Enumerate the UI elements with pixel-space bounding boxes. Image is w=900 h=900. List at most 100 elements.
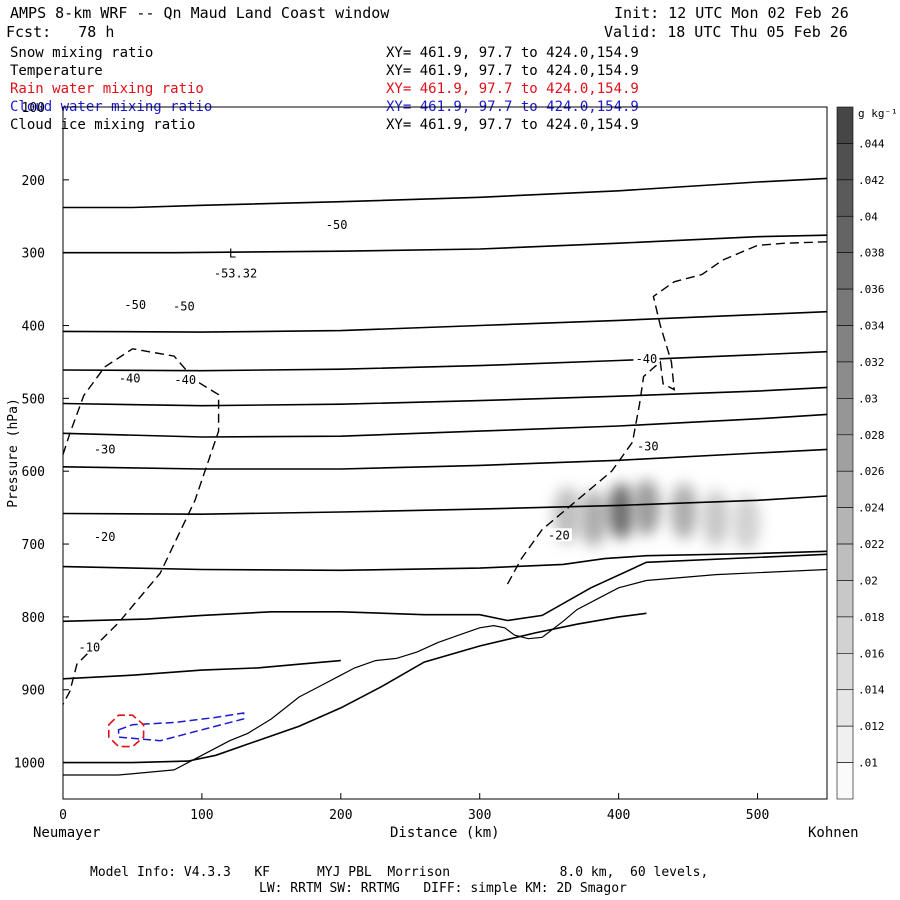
field-name-snow: Snow mixing ratio bbox=[10, 45, 154, 61]
contour-label-bg bbox=[323, 218, 350, 232]
colorbar-tick-label: .044 bbox=[858, 137, 885, 150]
colorbar-cell bbox=[836, 106, 854, 144]
ice-blob bbox=[607, 483, 636, 540]
field-xy-temperature: XY= 461.9, 97.7 to 424.0,154.9 bbox=[386, 63, 639, 79]
colorbar-cell bbox=[836, 470, 854, 508]
colorbar-tick-label: .034 bbox=[858, 320, 885, 333]
forecast-hour: Fcst: 78 h bbox=[6, 23, 115, 41]
field-name-temperature: Temperature bbox=[10, 63, 103, 79]
contour-label-bg bbox=[170, 299, 197, 313]
colorbar-tick-label: .036 bbox=[858, 283, 885, 296]
ice-blob bbox=[669, 483, 698, 540]
y-tick-label: 300 bbox=[22, 247, 45, 262]
colorbar-tick-label: .024 bbox=[858, 502, 885, 515]
field-name-rain: Rain water mixing ratio bbox=[10, 81, 204, 97]
y-tick-label: 900 bbox=[22, 684, 45, 699]
contour-label: -50 bbox=[173, 300, 195, 314]
y-tick-label: 500 bbox=[22, 392, 45, 407]
contour-label: -30 bbox=[637, 439, 659, 453]
snow-contour bbox=[62, 348, 220, 705]
colorbar-tick-label: .018 bbox=[858, 611, 885, 624]
contour-label-bg bbox=[122, 298, 149, 312]
colorbar-tick-label: .04 bbox=[858, 210, 878, 223]
isotherm-line bbox=[63, 234, 828, 254]
x-tick-label: 400 bbox=[607, 808, 630, 823]
cloud-ice-shading bbox=[553, 479, 761, 551]
colorbar-tick-label: .02 bbox=[858, 574, 878, 587]
left-endpoint-label: Neumayer bbox=[33, 825, 101, 841]
isotherm-line bbox=[62, 659, 341, 680]
isotherm-line bbox=[62, 553, 828, 623]
colorbar-tick-label: .014 bbox=[858, 684, 885, 697]
contour-lines bbox=[62, 177, 828, 776]
terrain-line bbox=[63, 568, 828, 776]
ice-blob bbox=[701, 490, 730, 547]
colorbar-tick-label: .038 bbox=[858, 247, 885, 260]
colorbar-cell bbox=[836, 288, 854, 326]
low-center-label: L bbox=[229, 247, 236, 261]
isotherm-line bbox=[62, 350, 828, 372]
x-tick-label: 100 bbox=[190, 808, 213, 823]
ice-blob bbox=[632, 479, 661, 536]
field-xy-snow: XY= 461.9, 97.7 to 424.0,154.9 bbox=[386, 45, 639, 61]
cloud-water-contour bbox=[117, 712, 245, 742]
x-tick-label: 500 bbox=[746, 808, 769, 823]
ice-blob bbox=[553, 486, 582, 543]
colorbar-tick-label: .03 bbox=[858, 392, 878, 405]
colorbar-cell bbox=[836, 143, 854, 181]
colorbar-cell bbox=[836, 689, 854, 727]
contour-label: -20 bbox=[94, 530, 116, 544]
colorbar-cell bbox=[836, 398, 854, 436]
contour-label: -40 bbox=[119, 372, 141, 386]
field-name-cloud-ice: Cloud ice mixing ratio bbox=[10, 117, 196, 133]
isotherm-line bbox=[62, 550, 828, 572]
colorbar-cell bbox=[836, 215, 854, 253]
colorbar-cell bbox=[836, 616, 854, 654]
isotherm-line bbox=[62, 413, 828, 438]
ice-blob bbox=[579, 490, 608, 547]
contour-label: -30 bbox=[94, 442, 116, 456]
contour-label-bg bbox=[91, 442, 118, 456]
axes: 0 100 200 300 400 500 200 300 400 500 600 700 800 900… bbox=[6, 101, 769, 823]
contour-label-bg bbox=[172, 373, 199, 387]
y-tick-label: 400 bbox=[22, 320, 45, 335]
contour-label: -10 bbox=[79, 640, 101, 654]
y-tick-label: 200 bbox=[22, 174, 45, 189]
isotherm-line bbox=[62, 386, 828, 407]
isotherm-line bbox=[63, 177, 828, 209]
isotherm-line bbox=[63, 612, 647, 764]
contour-label-bg bbox=[116, 371, 143, 385]
valid-time: Valid: 18 UTC Thu 05 Feb 26 bbox=[604, 23, 848, 41]
isotherm-line bbox=[62, 495, 828, 516]
colorbar-cell bbox=[836, 434, 854, 472]
model-info-line2: LW: RRTM SW: RRTMG DIFF: simple KM: 2D S… bbox=[259, 881, 627, 896]
x-axis-label: Distance (km) bbox=[390, 825, 500, 841]
x-tick-label: 0 bbox=[59, 808, 67, 823]
colorbar-cell bbox=[836, 725, 854, 763]
colorbar-cell bbox=[836, 580, 854, 618]
x-tick-label: 200 bbox=[329, 808, 352, 823]
colorbar-cell bbox=[836, 361, 854, 399]
colorbar-cell bbox=[836, 653, 854, 691]
field-xy-cloud-water: XY= 461.9, 97.7 to 424.0,154.9 bbox=[386, 99, 639, 115]
y-tick-label: 1000 bbox=[14, 757, 45, 772]
contour-label: -50 bbox=[124, 298, 146, 312]
colorbar: .044 .042 .04 .038 .036 .034 .032 .03 .028 .026 .0… bbox=[836, 106, 898, 800]
init-time: Init: 12 UTC Mon 02 Feb 26 bbox=[614, 4, 849, 22]
contour-label-bg bbox=[76, 640, 103, 654]
isotherm-line bbox=[62, 448, 828, 470]
colorbar-tick-label: .042 bbox=[858, 174, 885, 187]
contour-label: -40 bbox=[174, 373, 196, 387]
colorbar-cell bbox=[836, 252, 854, 290]
contour-label-bg bbox=[633, 352, 660, 366]
y-tick-label: 700 bbox=[22, 538, 45, 553]
right-endpoint-label: Kohnen bbox=[808, 825, 859, 841]
contour-label-bg bbox=[545, 528, 572, 542]
contour-label: -20 bbox=[548, 528, 570, 542]
y-tick-label: 800 bbox=[22, 611, 45, 626]
colorbar-unit: g kg⁻¹ bbox=[858, 107, 898, 120]
snow-contour bbox=[506, 241, 828, 585]
colorbar-tick-label: .01 bbox=[858, 757, 878, 770]
isotherm-line bbox=[62, 310, 828, 333]
